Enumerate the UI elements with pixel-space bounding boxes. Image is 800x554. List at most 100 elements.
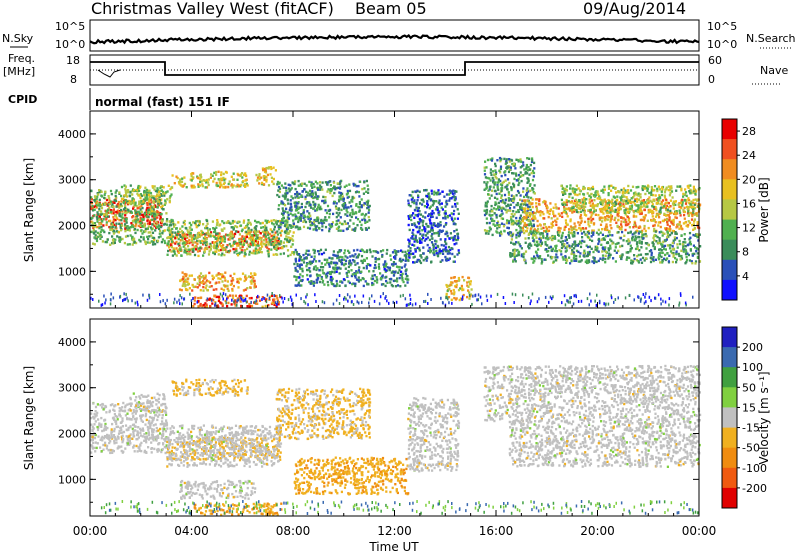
data-cell: [677, 252, 680, 256]
data-cell: [191, 243, 194, 247]
data-cell: [451, 205, 454, 208]
data-cell: [584, 260, 587, 263]
data-cell: [443, 248, 446, 251]
data-cell: [131, 216, 134, 219]
data-cell: [517, 191, 521, 194]
data-cell: [306, 278, 309, 281]
data-cell: [426, 243, 429, 247]
data-cell: [607, 199, 610, 202]
data-cell: [500, 217, 503, 220]
data-cell: [339, 185, 342, 188]
data-cell: [399, 258, 402, 261]
data-cell: [207, 178, 210, 181]
data-cell: [636, 255, 639, 258]
data-cell: [226, 296, 229, 300]
data-cell: [171, 231, 174, 234]
data-cell: [483, 229, 487, 232]
data-cell: [223, 240, 226, 243]
data-cell: [303, 219, 306, 222]
data-cell: [624, 213, 627, 216]
data-cell: [94, 196, 97, 199]
data-cell: [186, 248, 189, 251]
data-cell: [188, 248, 191, 251]
data-cell: [199, 272, 203, 275]
data-cell: [619, 255, 622, 258]
data-cell: [520, 208, 523, 211]
data-cell: [286, 249, 290, 252]
data-cell: [676, 212, 679, 215]
data-cell: [447, 245, 450, 249]
data-cell: [225, 246, 228, 249]
data-cell: [318, 207, 322, 210]
data-cell: [688, 201, 691, 205]
data-cell: [567, 207, 570, 210]
data-cell: [434, 224, 437, 228]
data-cell: [643, 259, 646, 262]
data-cell: [543, 229, 546, 233]
data-cell: [522, 174, 525, 177]
data-cell: [180, 254, 183, 257]
data-cell: [454, 285, 457, 288]
data-cell: [503, 229, 506, 233]
data-cell: [533, 161, 536, 165]
data-cell: [372, 283, 375, 286]
nave-label: Nave: [760, 64, 788, 77]
data-cell: [202, 282, 205, 285]
data-cell: [404, 263, 407, 266]
data-cell: [250, 304, 254, 308]
data-cell: [545, 204, 548, 208]
data-cell: [248, 253, 251, 256]
data-cell: [352, 222, 355, 225]
data-cell: [196, 176, 199, 180]
data-cell: [519, 245, 522, 248]
data-cell: [590, 211, 593, 214]
data-cell: [284, 210, 287, 213]
data-cell: [409, 249, 412, 253]
data-cell: [215, 173, 218, 176]
data-cell: [658, 239, 661, 242]
data-cell: [359, 249, 362, 252]
data-cell: [338, 211, 341, 215]
data-cell: [316, 206, 320, 209]
data-cell: [190, 235, 193, 238]
data-cell: [302, 261, 306, 264]
noise-right-tick-top: 10^5: [707, 20, 737, 33]
data-cell: [601, 200, 604, 203]
data-cell: [244, 235, 247, 239]
data-cell: [343, 185, 346, 189]
data-cell: [298, 257, 301, 260]
data-cell: [329, 189, 332, 192]
data-cell: [143, 230, 146, 234]
data-cell: [419, 213, 423, 216]
data-cell: [411, 190, 414, 194]
data-cell: [674, 231, 677, 234]
data-cell: [376, 281, 379, 284]
data-cell: [289, 212, 292, 215]
data-cell: [285, 220, 288, 223]
data-cell: [263, 183, 266, 186]
data-cell: [265, 221, 269, 224]
data-cell: [491, 210, 494, 213]
data-cell: [426, 202, 429, 205]
data-cell: [278, 182, 281, 185]
data-cell: [330, 188, 333, 191]
data-cell: [237, 281, 240, 284]
data-cell: [154, 229, 157, 232]
data-cell: [311, 190, 314, 193]
data-cell: [347, 270, 350, 274]
data-cell: [270, 243, 273, 246]
data-cell: [159, 229, 162, 233]
data-cell: [267, 248, 270, 251]
data-cell: [499, 207, 503, 210]
data-cell: [450, 298, 453, 301]
data-cell: [522, 190, 525, 193]
data-cell: [216, 232, 219, 235]
data-cell: [95, 237, 98, 240]
data-cell: [486, 200, 489, 203]
data-cell: [299, 183, 302, 186]
data-cell: [131, 198, 134, 202]
data-cell: [226, 244, 229, 247]
data-cell: [194, 296, 197, 299]
data-cell: [197, 296, 200, 300]
data-cell: [283, 195, 286, 198]
